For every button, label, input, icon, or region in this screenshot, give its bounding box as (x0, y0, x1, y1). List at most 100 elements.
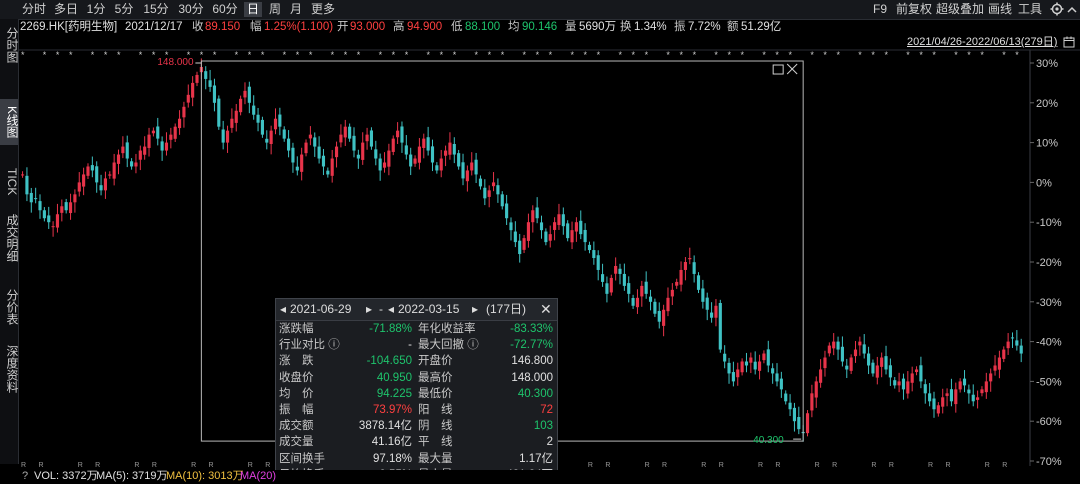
candle-body (845, 365, 849, 370)
quote-date: 2021/12/17 (125, 21, 183, 33)
candle-body (609, 277, 613, 293)
candle-body (710, 312, 714, 318)
stats-row: 涨 跌 -104.650 开盘价 146.800 (276, 353, 557, 370)
event-r-marker: R (889, 462, 894, 469)
y-tick-label: 10% (1036, 138, 1058, 150)
settings-gear-icon[interactable] (1050, 2, 1064, 16)
date-range-label[interactable]: 2021/04/26-2022/06/13(279日) (907, 36, 1058, 48)
tab-60min[interactable]: 60分 (212, 2, 238, 16)
candle-body (888, 365, 892, 378)
candle-body (853, 349, 858, 357)
candle-body (291, 147, 295, 163)
tab-15min[interactable]: 15分 (143, 2, 169, 16)
candle-body (300, 154, 304, 172)
candle-body (334, 146, 339, 158)
candle-body (269, 130, 273, 144)
event-star: * (427, 50, 431, 60)
candle-body (103, 178, 107, 191)
candle-body (487, 190, 491, 197)
help-icon[interactable]: ? (22, 470, 29, 482)
prev-end-arrow-icon[interactable]: ◂ (388, 302, 395, 316)
candle-body (949, 389, 954, 402)
candle-body (169, 134, 173, 140)
candle-body (143, 146, 147, 155)
tools-button[interactable]: 工具 (1018, 2, 1043, 16)
calendar-icon[interactable] (1063, 36, 1075, 48)
high-label: 高 (393, 21, 405, 33)
candle-body (692, 262, 696, 274)
next-start-arrow-icon[interactable]: ▸ (366, 302, 373, 316)
stat-label: 最大回撤 ⓘ (418, 339, 479, 352)
chart-grid (19, 49, 1080, 466)
candle-body (753, 361, 757, 370)
candle-body (648, 296, 653, 302)
tab-5min[interactable]: 5分 (114, 2, 134, 16)
event-r-marker: R (701, 462, 706, 469)
fuquan-button[interactable]: 前复权 (896, 2, 933, 16)
tab-week[interactable]: 周 (268, 2, 281, 16)
stat-label: 涨 跌 (279, 355, 314, 368)
candle-body (557, 214, 561, 225)
tab-day[interactable]: 日 (244, 2, 262, 17)
tab-duori[interactable]: 多日 (53, 2, 78, 16)
end-date[interactable]: 2022-03-15 (398, 302, 460, 316)
candle-body (989, 373, 993, 382)
sidebar-item-profile[interactable]: 深度资料 (5, 345, 19, 393)
candle-body (858, 341, 862, 346)
tab-1min[interactable]: 1分 (86, 2, 106, 16)
event-star: * (117, 50, 121, 60)
candle-body (683, 262, 687, 270)
tab-fenshi[interactable]: 分时 (21, 2, 46, 16)
change-label: 幅 (250, 21, 262, 33)
sidebar-item-tick[interactable]: TICK (5, 168, 19, 196)
candle-body (374, 149, 378, 159)
stat-label: 成交额 (279, 420, 314, 433)
sidebar-item-deals[interactable]: 成交明细 (5, 214, 19, 262)
stat-value: - (408, 339, 412, 352)
day-count: (177日) (486, 302, 527, 316)
stats-row: 收盘价 40.950 最高价 148.000 (276, 370, 557, 387)
candle-body (670, 289, 674, 297)
candle-body (422, 138, 426, 148)
sidebar-item-price-table[interactable]: 分价表 (5, 289, 19, 325)
stats-row: 成交额 3878.14亿阴 线 103 (276, 418, 557, 435)
candle-body (430, 146, 435, 163)
event-star: * (954, 50, 958, 60)
stats-row: 均 价 94.225 最低价 40.300 (276, 386, 557, 403)
f9-button[interactable]: F9 (873, 2, 888, 16)
collapse-chevron-icon[interactable] (1066, 4, 1078, 16)
candle-body (867, 353, 871, 366)
draw-line-button[interactable]: 画线 (988, 2, 1013, 16)
candle-body (862, 344, 866, 354)
sidebar-item-fenshi[interactable]: 分时图 (5, 27, 19, 63)
candle-body (696, 275, 701, 290)
event-star: * (836, 50, 840, 60)
stat-label: 区间换手 (279, 452, 325, 465)
prev-start-arrow-icon[interactable]: ◂ (280, 302, 287, 316)
candle-body (1015, 340, 1019, 346)
candle-body (539, 222, 544, 231)
candle-body (29, 192, 33, 203)
candle-body (212, 85, 217, 103)
event-star: * (475, 50, 479, 60)
tab-more[interactable]: 更多 (310, 2, 335, 16)
next-end-arrow-icon[interactable]: ▸ (472, 302, 479, 316)
candle-body (967, 389, 971, 394)
event-star: * (762, 50, 766, 60)
overlay-button[interactable]: 超级叠加 (936, 2, 985, 16)
candle-body (483, 187, 487, 199)
candle-body (701, 288, 705, 302)
candle-body (635, 297, 640, 308)
event-star: * (858, 50, 862, 60)
tab-month[interactable]: 月 (289, 2, 302, 16)
maximize-icon (772, 64, 784, 75)
turnover-value: 1.34% (634, 21, 667, 33)
close-icon[interactable]: ✕ (540, 301, 552, 317)
start-date[interactable]: 2021-06-29 (290, 302, 352, 316)
candle-body (125, 142, 129, 159)
tab-30min[interactable]: 30分 (178, 2, 204, 16)
candle-body (792, 407, 797, 422)
sidebar-item-kline[interactable]: K线图 (0, 99, 19, 145)
stat-value: 41.16亿 (371, 436, 412, 449)
